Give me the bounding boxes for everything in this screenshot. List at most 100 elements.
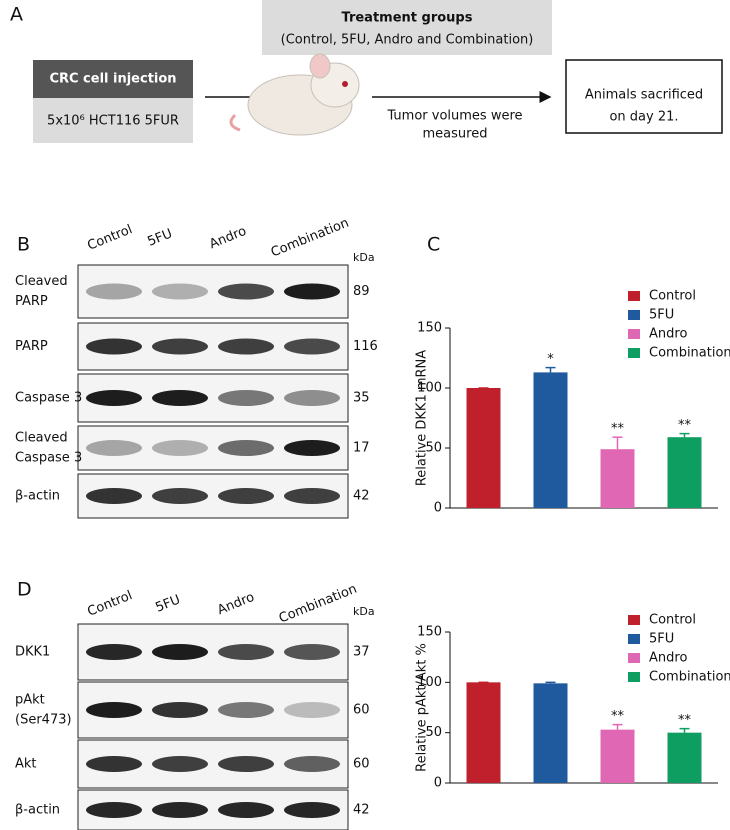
bar: [600, 729, 635, 783]
lane-label: Andro: [215, 590, 256, 618]
legend-label: Control: [649, 613, 696, 628]
band: [284, 802, 340, 818]
bar: [466, 682, 501, 783]
legend-swatch: [628, 653, 640, 663]
band: [86, 702, 142, 718]
band: [152, 756, 208, 772]
band: [218, 488, 274, 504]
band: [218, 702, 274, 718]
panel-label: A: [10, 4, 23, 26]
bar: [533, 372, 568, 508]
legend-swatch: [628, 348, 640, 358]
injection-detail: 5x10⁶ HCT116 5FUR: [47, 114, 179, 129]
legend-label: Control: [649, 289, 696, 304]
panel-label: D: [17, 579, 32, 601]
bar: [667, 437, 702, 508]
measure-text: measured: [423, 127, 488, 142]
row-label: β-actin: [15, 803, 60, 818]
row-label: Cleaved: [15, 431, 68, 446]
band: [284, 488, 340, 504]
y-tick-label: 0: [434, 501, 442, 516]
band: [152, 283, 208, 300]
row-label: Caspase 3: [15, 451, 82, 466]
band: [152, 644, 208, 660]
bar: [600, 449, 635, 508]
legend-label: Andro: [649, 651, 687, 666]
unit-label: kDa: [353, 605, 375, 618]
injection-title: CRC cell injection: [49, 72, 176, 87]
row-label: β-actin: [15, 489, 60, 504]
band: [218, 644, 274, 660]
y-tick-label: 100: [417, 381, 442, 396]
band: [86, 283, 142, 300]
legend-swatch: [628, 672, 640, 682]
band: [284, 283, 340, 300]
kda-label: 37: [353, 645, 370, 660]
lane-label: Control: [85, 222, 134, 254]
lane-label: Combination: [277, 582, 359, 627]
significance: **: [678, 713, 692, 728]
lane-label: 5FU: [153, 592, 182, 615]
band: [86, 440, 142, 456]
bar: [533, 683, 568, 783]
sacrifice-text: Animals sacrificed: [585, 88, 703, 103]
band: [152, 488, 208, 504]
legend-swatch: [628, 291, 640, 301]
y-tick-label: 50: [425, 725, 442, 740]
legend-swatch: [628, 329, 640, 339]
band: [86, 802, 142, 818]
groups-box: [262, 0, 552, 55]
y-tick-label: 50: [425, 441, 442, 456]
band: [218, 390, 274, 406]
band: [284, 390, 340, 406]
band: [86, 390, 142, 406]
band: [284, 440, 340, 456]
legend-swatch: [628, 310, 640, 320]
sacrifice-box: [565, 59, 723, 134]
lane-label: 5FU: [145, 226, 174, 249]
row-label: pAkt: [15, 693, 45, 708]
kda-label: 42: [353, 803, 370, 818]
kda-label: 60: [353, 703, 370, 718]
groups-subtitle: (Control, 5FU, Andro and Combination): [281, 33, 534, 48]
significance: **: [611, 422, 625, 437]
bar: [667, 732, 702, 783]
band: [284, 644, 340, 660]
kda-label: 89: [353, 284, 370, 299]
legend-swatch: [628, 615, 640, 625]
kda-label: 17: [353, 441, 370, 456]
measure-text: Tumor volumes were: [386, 109, 522, 124]
band: [86, 756, 142, 772]
kda-label: 35: [353, 391, 370, 406]
band: [152, 702, 208, 718]
y-tick-label: 150: [417, 625, 442, 640]
band: [152, 802, 208, 818]
legend-label: Combination: [649, 670, 730, 685]
band: [218, 440, 274, 456]
band: [152, 440, 208, 456]
legend-label: Andro: [649, 327, 687, 342]
row-label: Cleaved: [15, 274, 68, 289]
significance: *: [547, 352, 554, 367]
legend-label: Combination: [649, 346, 730, 361]
legend-label: 5FU: [649, 308, 674, 323]
kda-label: 60: [353, 757, 370, 772]
kda-label: 42: [353, 489, 370, 504]
bar: [466, 388, 501, 508]
band: [218, 283, 274, 300]
panel-label: B: [17, 234, 30, 256]
legend-label: 5FU: [649, 632, 674, 647]
y-tick-label: 150: [417, 321, 442, 336]
significance: **: [678, 418, 692, 433]
legend-swatch: [628, 634, 640, 644]
y-axis-label: Relative pAkt/Akt %: [415, 643, 430, 772]
band: [284, 702, 340, 718]
unit-label: kDa: [353, 251, 375, 264]
band: [86, 644, 142, 660]
band: [218, 756, 274, 772]
band: [86, 338, 142, 355]
lane-label: Combination: [269, 216, 351, 261]
sacrifice-text: on day 21.: [609, 110, 678, 125]
row-label: Caspase 3: [15, 391, 82, 406]
